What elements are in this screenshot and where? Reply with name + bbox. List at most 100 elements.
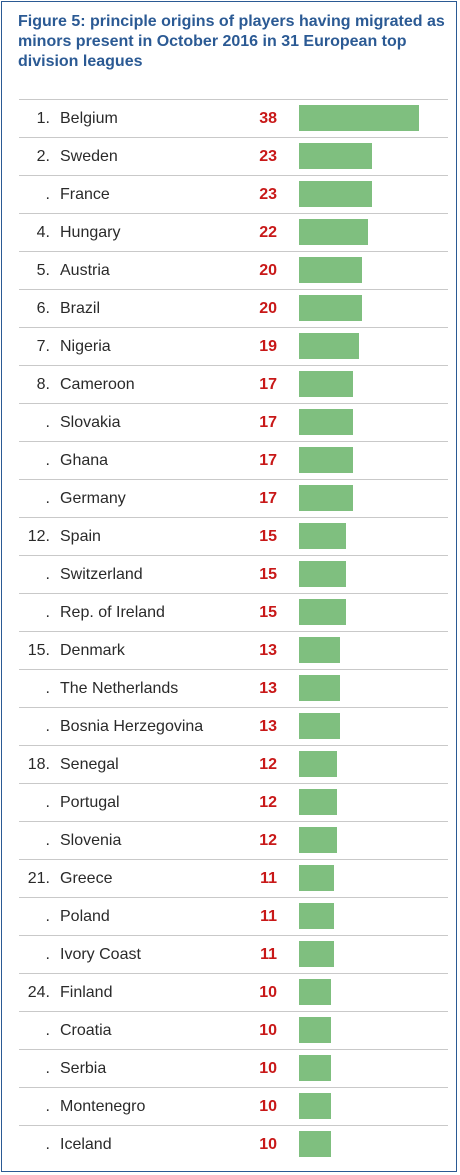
bar bbox=[299, 865, 334, 891]
table-row: . Poland 11 bbox=[19, 897, 448, 935]
country-label: Greece bbox=[60, 870, 113, 887]
table-row: 5. Austria 20 bbox=[19, 251, 448, 289]
value-label: 12 bbox=[259, 794, 277, 811]
value-label: 10 bbox=[259, 1022, 277, 1039]
bar bbox=[299, 941, 334, 967]
value-label: 38 bbox=[259, 110, 277, 127]
country-label: Denmark bbox=[60, 642, 125, 659]
value-label: 17 bbox=[259, 490, 277, 507]
value-label: 23 bbox=[259, 148, 277, 165]
table-row: 1. Belgium 38 bbox=[19, 99, 448, 137]
rank-label: . bbox=[45, 908, 50, 925]
rank-label: 15. bbox=[27, 642, 50, 659]
rank-label: . bbox=[45, 718, 50, 735]
country-label: Portugal bbox=[60, 794, 120, 811]
table-row: . The Netherlands 13 bbox=[19, 669, 448, 707]
country-label: Ivory Coast bbox=[60, 946, 141, 963]
table-row: 18. Senegal 12 bbox=[19, 745, 448, 783]
value-label: 10 bbox=[259, 1098, 277, 1115]
rank-label: 5. bbox=[36, 262, 50, 279]
table-row: . Rep. of Ireland 15 bbox=[19, 593, 448, 631]
table-row: 12. Spain 15 bbox=[19, 517, 448, 555]
country-label: Cameroon bbox=[60, 376, 135, 393]
value-label: 17 bbox=[259, 452, 277, 469]
bar bbox=[299, 1131, 331, 1157]
bar bbox=[299, 903, 334, 929]
table-row: . Iceland 10 bbox=[19, 1125, 448, 1163]
bar bbox=[299, 599, 346, 625]
table-row: . Ghana 17 bbox=[19, 441, 448, 479]
country-label: Sweden bbox=[60, 148, 118, 165]
rank-label: . bbox=[45, 452, 50, 469]
table-row: . Croatia 10 bbox=[19, 1011, 448, 1049]
table-row: . Montenegro 10 bbox=[19, 1087, 448, 1125]
value-label: 15 bbox=[259, 566, 277, 583]
value-label: 11 bbox=[260, 908, 277, 925]
rank-label: 18. bbox=[27, 756, 50, 773]
bar bbox=[299, 371, 353, 397]
country-label: The Netherlands bbox=[60, 680, 179, 697]
table-row: 4. Hungary 22 bbox=[19, 213, 448, 251]
value-label: 19 bbox=[259, 338, 277, 355]
table-row: 6. Brazil 20 bbox=[19, 289, 448, 327]
value-label: 20 bbox=[259, 300, 277, 317]
rank-label: 8. bbox=[36, 376, 50, 393]
value-label: 10 bbox=[259, 984, 277, 1001]
table-row: . Switzerland 15 bbox=[19, 555, 448, 593]
bar bbox=[299, 295, 362, 321]
rank-label: 2. bbox=[36, 148, 50, 165]
country-label: Senegal bbox=[60, 756, 119, 773]
rank-label: . bbox=[45, 794, 50, 811]
table-row: 21. Greece 11 bbox=[19, 859, 448, 897]
rank-label: . bbox=[45, 490, 50, 507]
rank-label: . bbox=[45, 1022, 50, 1039]
table-row: 8. Cameroon 17 bbox=[19, 365, 448, 403]
table-row: . France 23 bbox=[19, 175, 448, 213]
country-label: Slovakia bbox=[60, 414, 121, 431]
value-label: 11 bbox=[260, 946, 277, 963]
rank-label: 12. bbox=[27, 528, 50, 545]
table-row: . Bosnia Herzegovina 13 bbox=[19, 707, 448, 745]
table-row: 7. Nigeria 19 bbox=[19, 327, 448, 365]
value-label: 23 bbox=[259, 186, 277, 203]
bar bbox=[299, 447, 353, 473]
country-label: Belgium bbox=[60, 110, 118, 127]
rank-label: 1. bbox=[36, 110, 50, 127]
bar bbox=[299, 827, 337, 853]
table-row: 2. Sweden 23 bbox=[19, 137, 448, 175]
bar bbox=[299, 257, 362, 283]
table-row: 15. Denmark 13 bbox=[19, 631, 448, 669]
figure-title: Figure 5: principle origins of players h… bbox=[18, 13, 445, 70]
table-row: . Germany 17 bbox=[19, 479, 448, 517]
value-label: 20 bbox=[259, 262, 277, 279]
rank-label: . bbox=[45, 946, 50, 963]
rank-label: . bbox=[45, 604, 50, 621]
bar bbox=[299, 523, 346, 549]
rank-label: . bbox=[45, 832, 50, 849]
country-label: Croatia bbox=[60, 1022, 112, 1039]
country-label: Spain bbox=[60, 528, 101, 545]
table-row: . Slovenia 12 bbox=[19, 821, 448, 859]
country-label: Rep. of Ireland bbox=[60, 604, 165, 621]
country-label: Poland bbox=[60, 908, 110, 925]
rank-label: . bbox=[45, 186, 50, 203]
bar bbox=[299, 789, 337, 815]
table-row: . Ivory Coast 11 bbox=[19, 935, 448, 973]
bar bbox=[299, 181, 372, 207]
rank-label: . bbox=[45, 414, 50, 431]
rank-label: 24. bbox=[27, 984, 50, 1001]
rank-label: . bbox=[45, 1098, 50, 1115]
value-label: 13 bbox=[259, 718, 277, 735]
value-label: 17 bbox=[259, 376, 277, 393]
rank-label: 6. bbox=[36, 300, 50, 317]
rank-label: 4. bbox=[36, 224, 50, 241]
bar bbox=[299, 1055, 331, 1081]
table-row: . Portugal 12 bbox=[19, 783, 448, 821]
table-row: . Slovakia 17 bbox=[19, 403, 448, 441]
bar bbox=[299, 979, 331, 1005]
rank-label: . bbox=[45, 1136, 50, 1153]
bar bbox=[299, 713, 340, 739]
value-label: 17 bbox=[259, 414, 277, 431]
country-label: Iceland bbox=[60, 1136, 112, 1153]
bar bbox=[299, 105, 419, 131]
